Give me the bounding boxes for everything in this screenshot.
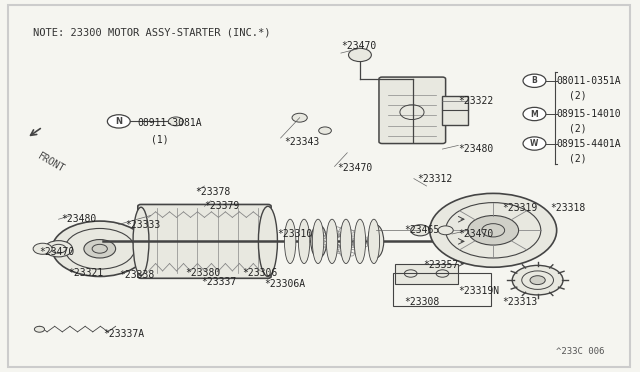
Text: N: N <box>115 117 122 126</box>
Text: *23379: *23379 <box>204 201 240 211</box>
Ellipse shape <box>312 219 324 263</box>
Text: *23470: *23470 <box>338 163 373 173</box>
Circle shape <box>349 48 371 62</box>
Text: *23465: *23465 <box>404 225 440 235</box>
Text: 08011-0351A: 08011-0351A <box>557 76 621 86</box>
FancyBboxPatch shape <box>138 205 271 278</box>
Text: *23319: *23319 <box>503 203 538 213</box>
Circle shape <box>523 108 546 121</box>
Circle shape <box>429 193 557 267</box>
Text: (1): (1) <box>150 135 168 145</box>
FancyBboxPatch shape <box>379 77 445 144</box>
Ellipse shape <box>284 219 296 263</box>
Text: *23343: *23343 <box>284 137 319 147</box>
Text: *23333: *23333 <box>125 220 161 230</box>
Ellipse shape <box>326 219 338 263</box>
Circle shape <box>530 276 545 285</box>
Ellipse shape <box>133 207 149 276</box>
Circle shape <box>482 224 504 237</box>
Text: W: W <box>531 139 539 148</box>
Text: *23470: *23470 <box>40 247 75 257</box>
Text: *23306: *23306 <box>243 268 278 278</box>
Text: *23378: *23378 <box>195 186 230 196</box>
Text: *23308: *23308 <box>404 297 440 307</box>
Ellipse shape <box>298 219 310 263</box>
Circle shape <box>45 241 72 257</box>
Circle shape <box>168 117 184 126</box>
Circle shape <box>108 115 130 128</box>
Ellipse shape <box>311 225 326 258</box>
Bar <box>395 263 458 284</box>
Circle shape <box>319 127 332 134</box>
Ellipse shape <box>354 219 365 263</box>
Text: *23480: *23480 <box>458 144 493 154</box>
Text: 08915-4401A: 08915-4401A <box>557 138 621 148</box>
Text: *23357: *23357 <box>424 260 459 270</box>
Circle shape <box>52 221 147 276</box>
Text: ^233C 006: ^233C 006 <box>556 347 604 356</box>
Text: (2): (2) <box>570 90 587 100</box>
Text: (2): (2) <box>570 153 587 163</box>
Circle shape <box>512 265 563 295</box>
Circle shape <box>468 215 518 245</box>
Text: FRONT: FRONT <box>36 151 67 174</box>
Text: 08915-14010: 08915-14010 <box>557 109 621 119</box>
Text: *23380: *23380 <box>186 268 221 278</box>
Circle shape <box>35 326 45 332</box>
Text: M: M <box>531 109 538 119</box>
Circle shape <box>523 74 546 87</box>
Circle shape <box>438 226 453 235</box>
Ellipse shape <box>368 219 380 263</box>
Circle shape <box>92 244 108 253</box>
Text: 08911-3081A: 08911-3081A <box>138 118 202 128</box>
Text: *23321: *23321 <box>68 268 103 278</box>
Ellipse shape <box>259 206 277 276</box>
Text: *23470: *23470 <box>458 229 493 239</box>
Text: *23319N: *23319N <box>458 286 499 296</box>
Text: *23312: *23312 <box>417 174 452 184</box>
Text: *23318: *23318 <box>550 203 586 213</box>
Circle shape <box>292 113 307 122</box>
Text: *23337A: *23337A <box>103 329 144 339</box>
Text: *23310: *23310 <box>277 229 313 239</box>
Text: (2): (2) <box>570 124 587 134</box>
Text: *23337: *23337 <box>202 277 237 287</box>
Text: *23480: *23480 <box>61 214 97 224</box>
Text: *23470: *23470 <box>341 41 376 51</box>
Circle shape <box>84 240 116 258</box>
Text: *23306A: *23306A <box>265 279 306 289</box>
Bar <box>393 273 492 306</box>
Text: NOTE: 23300 MOTOR ASSY-STARTER (INC.*): NOTE: 23300 MOTOR ASSY-STARTER (INC.*) <box>33 27 271 37</box>
Text: *23313: *23313 <box>503 297 538 307</box>
Bar <box>442 96 468 125</box>
Circle shape <box>411 225 429 236</box>
Circle shape <box>523 137 546 150</box>
Text: *23338: *23338 <box>119 270 154 280</box>
Ellipse shape <box>340 219 352 263</box>
Text: *23322: *23322 <box>458 96 493 106</box>
Circle shape <box>33 243 52 254</box>
Ellipse shape <box>368 225 384 258</box>
Text: B: B <box>532 76 538 85</box>
